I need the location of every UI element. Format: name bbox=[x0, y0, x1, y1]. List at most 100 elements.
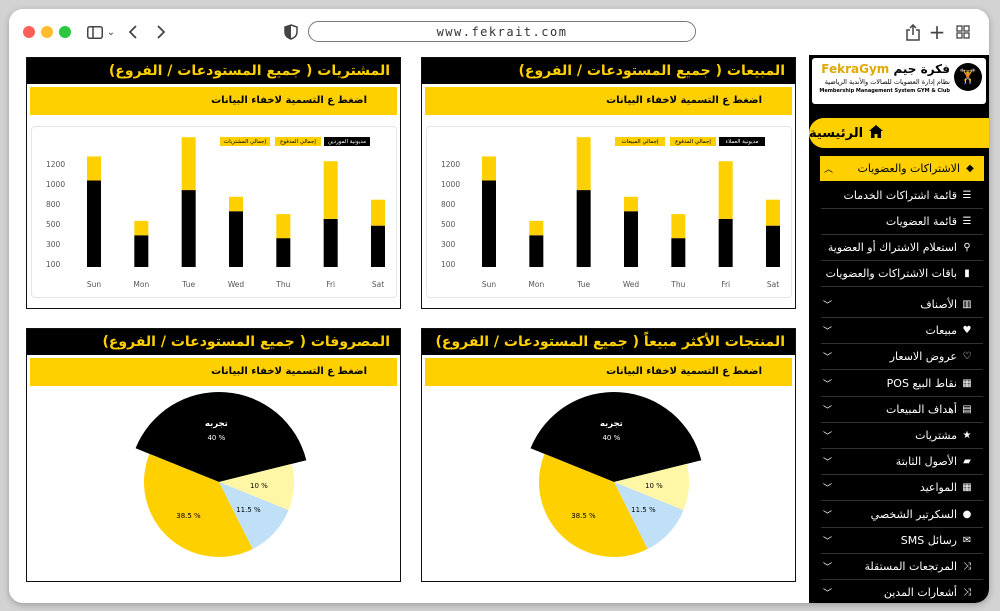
bar[interactable] bbox=[134, 235, 149, 267]
sidebar-subitem[interactable]: ▮ باقات الاشتراكات والعضويات bbox=[821, 261, 983, 287]
pie-slice[interactable] bbox=[614, 482, 684, 550]
bar[interactable] bbox=[87, 180, 101, 267]
bar[interactable] bbox=[276, 238, 291, 267]
sidebar-menu-item[interactable]: ⤨ المرتجعات المستقلة ﹀ bbox=[821, 554, 983, 580]
bar[interactable] bbox=[229, 211, 243, 267]
pie-slice[interactable] bbox=[219, 463, 295, 511]
legend-item[interactable]: إجمالي المدفوع bbox=[670, 137, 716, 146]
sidebar-menu-item[interactable]: ▤ أهداف المبيعات ﹀ bbox=[821, 397, 983, 423]
bar[interactable] bbox=[371, 225, 385, 267]
x-tick-label: Mon bbox=[133, 280, 149, 289]
chevron-down-icon: ﹀ bbox=[823, 301, 833, 311]
bar[interactable] bbox=[482, 180, 496, 267]
close-window-button[interactable] bbox=[23, 26, 35, 38]
pie-slice[interactable] bbox=[219, 482, 289, 550]
bar[interactable] bbox=[87, 156, 101, 181]
new-tab-icon[interactable]: + bbox=[928, 20, 946, 44]
bar[interactable] bbox=[323, 218, 338, 267]
chevron-down-icon: ﹀ bbox=[823, 458, 833, 469]
sidebar-menu-item[interactable]: ▦ نقاط البيع POS ﹀ bbox=[821, 371, 983, 397]
bar[interactable] bbox=[624, 196, 638, 212]
bar[interactable] bbox=[134, 220, 149, 236]
sidebar-menu-item[interactable]: ✉ رسائل SMS ﹀ bbox=[821, 528, 983, 554]
maximize-window-button[interactable] bbox=[59, 26, 71, 38]
chevron-down-icon[interactable]: ⌄ bbox=[106, 26, 116, 38]
legend-item[interactable]: مديونية الموردين bbox=[324, 137, 370, 146]
database-icon: ▮ bbox=[964, 268, 970, 279]
sidebar-menu-item[interactable]: ● السكرتير الشخصي ﹀ bbox=[821, 502, 983, 528]
pie-percent-label: 40 % bbox=[207, 434, 225, 442]
brand-logo[interactable]: FekraGym فكرة جيم نظام إدارة العضويات لل… bbox=[812, 58, 986, 104]
chevron-up-icon: ︿ bbox=[824, 165, 834, 175]
pie-slice[interactable] bbox=[144, 453, 253, 557]
shuffle-icon: ⤨ bbox=[963, 561, 971, 572]
sidebar-section-subscriptions[interactable]: ◆ الاشتراكات والعضويات ︿ bbox=[820, 156, 984, 181]
minimize-window-button[interactable] bbox=[41, 26, 53, 38]
bar[interactable] bbox=[276, 214, 291, 239]
bar[interactable] bbox=[482, 156, 496, 181]
pie-slice[interactable] bbox=[530, 391, 702, 482]
sidebar-item-label: باقات الاشتراكات والعضويات bbox=[825, 267, 957, 280]
legend-item[interactable]: إجمالي المبيعات bbox=[615, 137, 665, 146]
bar[interactable] bbox=[323, 161, 338, 219]
x-tick-label: Fri bbox=[326, 280, 335, 289]
legend-item[interactable]: إجمالي المدفوع bbox=[275, 137, 321, 146]
expenses-panel: المصروفات ( جميع المستودعات / الفروع) اض… bbox=[26, 328, 401, 582]
bar[interactable] bbox=[181, 190, 196, 267]
pie-slice[interactable] bbox=[614, 463, 689, 511]
bar[interactable] bbox=[718, 218, 733, 267]
bar[interactable] bbox=[671, 238, 686, 267]
bar[interactable] bbox=[576, 137, 591, 191]
asset-icon: ▰ bbox=[963, 456, 971, 468]
sidebar-subitem[interactable]: ⚲ استعلام الاشتراك أو العضوية bbox=[821, 235, 983, 261]
pie-slice[interactable] bbox=[539, 453, 648, 557]
sidebar-menu-item[interactable]: ♡ عروض الاسعار ﹀ bbox=[821, 344, 983, 371]
sidebar-menu-item[interactable]: ▥ الأصناف ﹀ bbox=[821, 292, 983, 318]
bar[interactable] bbox=[718, 161, 733, 219]
sidebar-item-home[interactable]: الرئيسية bbox=[809, 118, 989, 148]
sidebar-menu-item[interactable]: ♥ مبيعات ﹀ bbox=[821, 318, 983, 345]
legend-hint: اضغط ع التسمية لاخفاء البيانات bbox=[30, 358, 397, 386]
x-tick-label: Sat bbox=[372, 280, 384, 289]
y-tick-label: 500 bbox=[46, 220, 61, 229]
tabs-overview-icon[interactable] bbox=[953, 22, 973, 42]
y-tick-label: 100 bbox=[46, 260, 61, 269]
bar[interactable] bbox=[529, 235, 544, 267]
x-tick-label: Sat bbox=[767, 280, 779, 289]
sidebar-menu-item[interactable]: ⤨ أشعارات المدين ﹀ bbox=[821, 580, 983, 603]
dashboard-page: المبيعات ( جميع المستودعات / الفروع) اضغ… bbox=[9, 55, 989, 603]
bar[interactable] bbox=[181, 137, 196, 191]
list-icon: ☰ bbox=[962, 216, 972, 227]
back-icon[interactable] bbox=[123, 22, 143, 42]
address-bar[interactable]: www.fekrait.com bbox=[308, 21, 696, 42]
pie-percent-label: 10 % bbox=[250, 482, 268, 490]
legend-hint: اضغط ع التسمية لاخفاء البيانات bbox=[425, 87, 792, 115]
forward-icon[interactable] bbox=[151, 22, 171, 42]
bar[interactable] bbox=[529, 220, 544, 236]
sidebar-menu-item[interactable]: ★ مشتريات ﹀ bbox=[821, 423, 983, 449]
bar[interactable] bbox=[624, 211, 638, 267]
x-tick-label: Tue bbox=[181, 280, 195, 289]
panel-title: المشتريات ( جميع المستودعات / الفروع) bbox=[27, 58, 400, 84]
share-icon[interactable] bbox=[903, 22, 923, 42]
pie-slice-label: تجربه bbox=[205, 419, 228, 429]
bar[interactable] bbox=[766, 199, 780, 226]
sidebar-toggle-icon[interactable] bbox=[85, 22, 105, 42]
legend-item[interactable]: مديونية العملاء bbox=[719, 137, 765, 146]
sidebar-subitem[interactable]: ☰ قائمة العضويات bbox=[821, 209, 983, 235]
bar[interactable] bbox=[671, 214, 686, 239]
sidebar-menu-item[interactable]: ▦ المواعيد ﹀ bbox=[821, 475, 983, 502]
bar[interactable] bbox=[371, 199, 385, 226]
calendar-icon: ▦ bbox=[962, 482, 972, 494]
sidebar-menu-item[interactable]: ▰ الأصول الثابتة ﹀ bbox=[821, 449, 983, 476]
bar[interactable] bbox=[766, 225, 780, 267]
shield-icon[interactable] bbox=[281, 22, 301, 42]
bar[interactable] bbox=[229, 196, 243, 212]
legend-item[interactable]: إجمالي المشتريات bbox=[220, 137, 270, 146]
chevron-down-icon: ﹀ bbox=[823, 589, 833, 600]
pie-slice[interactable] bbox=[135, 391, 307, 482]
chevron-down-icon: ﹀ bbox=[823, 432, 833, 442]
sidebar-subitem[interactable]: ☰ قائمة اشتراكات الخدمات bbox=[821, 183, 983, 209]
bar[interactable] bbox=[576, 190, 591, 267]
x-tick-label: Wed bbox=[623, 280, 640, 289]
